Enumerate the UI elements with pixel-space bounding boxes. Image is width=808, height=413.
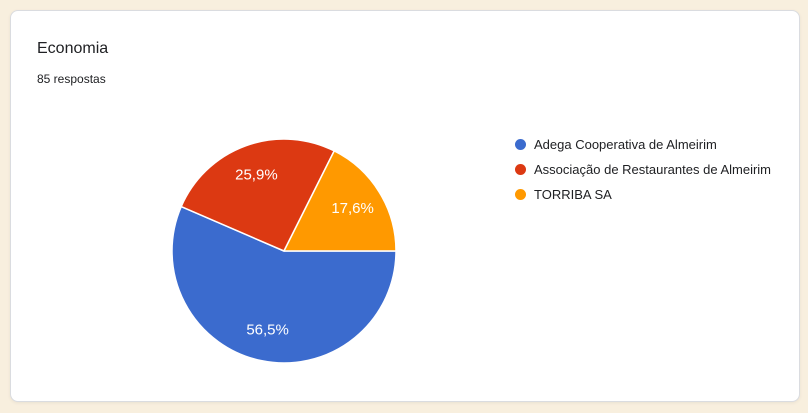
pie-chart-svg: 56,5% 25,9% 17,6%: [171, 138, 397, 364]
legend-item: Adega Cooperativa de Almeirim: [515, 135, 783, 155]
pie-chart: 56,5% 25,9% 17,6%: [164, 131, 404, 371]
pie-slice-percentage-label: 56,5%: [246, 322, 289, 339]
chart-legend: Adega Cooperativa de Almeirim Associação …: [515, 135, 783, 210]
legend-label: TORRIBA SA: [534, 187, 612, 202]
pie-slice-percentage-label: 17,6%: [331, 200, 374, 217]
pie-slice-1[interactable]: [180, 138, 335, 252]
question-title: Economia: [37, 40, 109, 57]
legend-item: TORRIBA SA: [515, 185, 783, 205]
pie-slice-0[interactable]: [171, 205, 397, 364]
chart-card: Economia 85 respostas 56,5% 25,9% 17,6% Ad…: [10, 10, 800, 402]
legend-swatch-icon: [515, 189, 526, 200]
pie-slice-percentage-label: 25,9%: [235, 167, 278, 184]
legend-label: Adega Cooperativa de Almeirim: [534, 137, 717, 152]
legend-swatch-icon: [515, 164, 526, 175]
pie-slice-2[interactable]: [283, 150, 397, 252]
legend-swatch-icon: [515, 139, 526, 150]
legend-item: Associação de Restaurantes de Almeirim: [515, 160, 783, 180]
response-count: 85 respostas: [37, 72, 106, 86]
legend-label: Associação de Restaurantes de Almeirim: [534, 162, 772, 177]
